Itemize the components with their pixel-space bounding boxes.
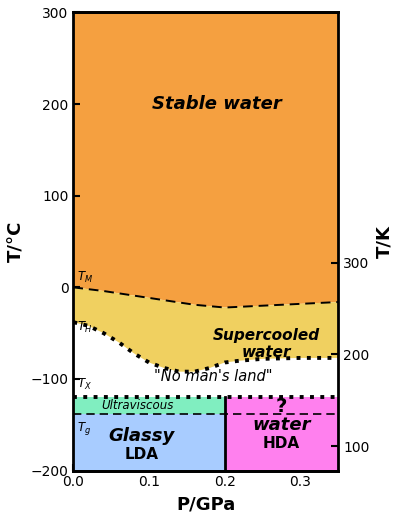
Text: $T_g$: $T_g$ [77,420,91,437]
Polygon shape [73,12,338,307]
Text: Stable water: Stable water [152,95,282,113]
Text: LDA: LDA [124,447,158,462]
Text: $T_H$: $T_H$ [77,320,92,335]
Text: ?: ? [276,397,287,416]
Text: $T_M$: $T_M$ [77,269,93,284]
Text: Supercooled
water: Supercooled water [213,328,320,360]
Text: Ultraviscous: Ultraviscous [102,399,174,412]
Text: Glassy: Glassy [108,427,175,445]
Y-axis label: T/°C: T/°C [7,221,25,262]
Text: HDA: HDA [263,436,300,451]
Text: $T_X$: $T_X$ [77,376,92,392]
Y-axis label: T/K: T/K [375,225,393,258]
Text: "No man's land": "No man's land" [154,369,273,384]
Text: water: water [252,416,311,434]
X-axis label: P/GPa: P/GPa [176,495,236,513]
Polygon shape [73,288,338,372]
